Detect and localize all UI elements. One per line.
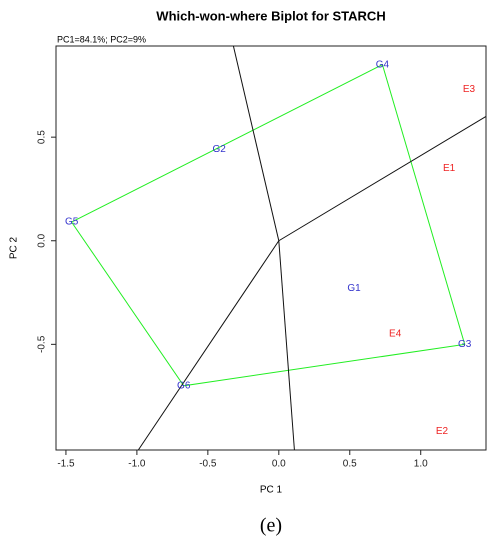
y-axis-label: PC 2: [9, 236, 20, 259]
genotype-label: G4: [376, 59, 390, 70]
genotype-label: G3: [458, 339, 472, 350]
sector-line: [232, 45, 280, 241]
x-tick-label: 0.5: [343, 459, 357, 470]
sector-line: [278, 116, 487, 242]
y-tick-label: 0.0: [37, 233, 48, 247]
environment-label: E2: [436, 426, 449, 437]
x-tick-label: 0.0: [272, 459, 286, 470]
plot-frame: [55, 45, 487, 451]
genotype-label: G5: [65, 217, 79, 228]
y-tick-label: 0.5: [37, 130, 48, 144]
chart-title: Which-won-where Biplot for STARCH: [156, 8, 385, 23]
x-tick-label: -1.5: [57, 459, 75, 470]
environment-label: E1: [443, 163, 456, 174]
hull: [70, 63, 466, 387]
sector-line: [137, 240, 280, 451]
genotype-label: G1: [347, 283, 361, 294]
x-tick-label: -1.0: [128, 459, 146, 470]
x-tick-label: 1.0: [414, 459, 428, 470]
genotype-label: G6: [177, 380, 191, 391]
environment-label: E4: [389, 329, 402, 340]
sector-line: [278, 240, 295, 451]
x-tick-label: -0.5: [199, 459, 217, 470]
subtitle: PC1=84.1%; PC2=9%: [57, 34, 146, 44]
genotype-label: G2: [213, 144, 227, 155]
x-axis-label: PC 1: [260, 485, 283, 496]
caption: (e): [260, 515, 282, 537]
environment-label: E3: [463, 84, 476, 95]
y-tick-label: -0.5: [37, 335, 48, 353]
